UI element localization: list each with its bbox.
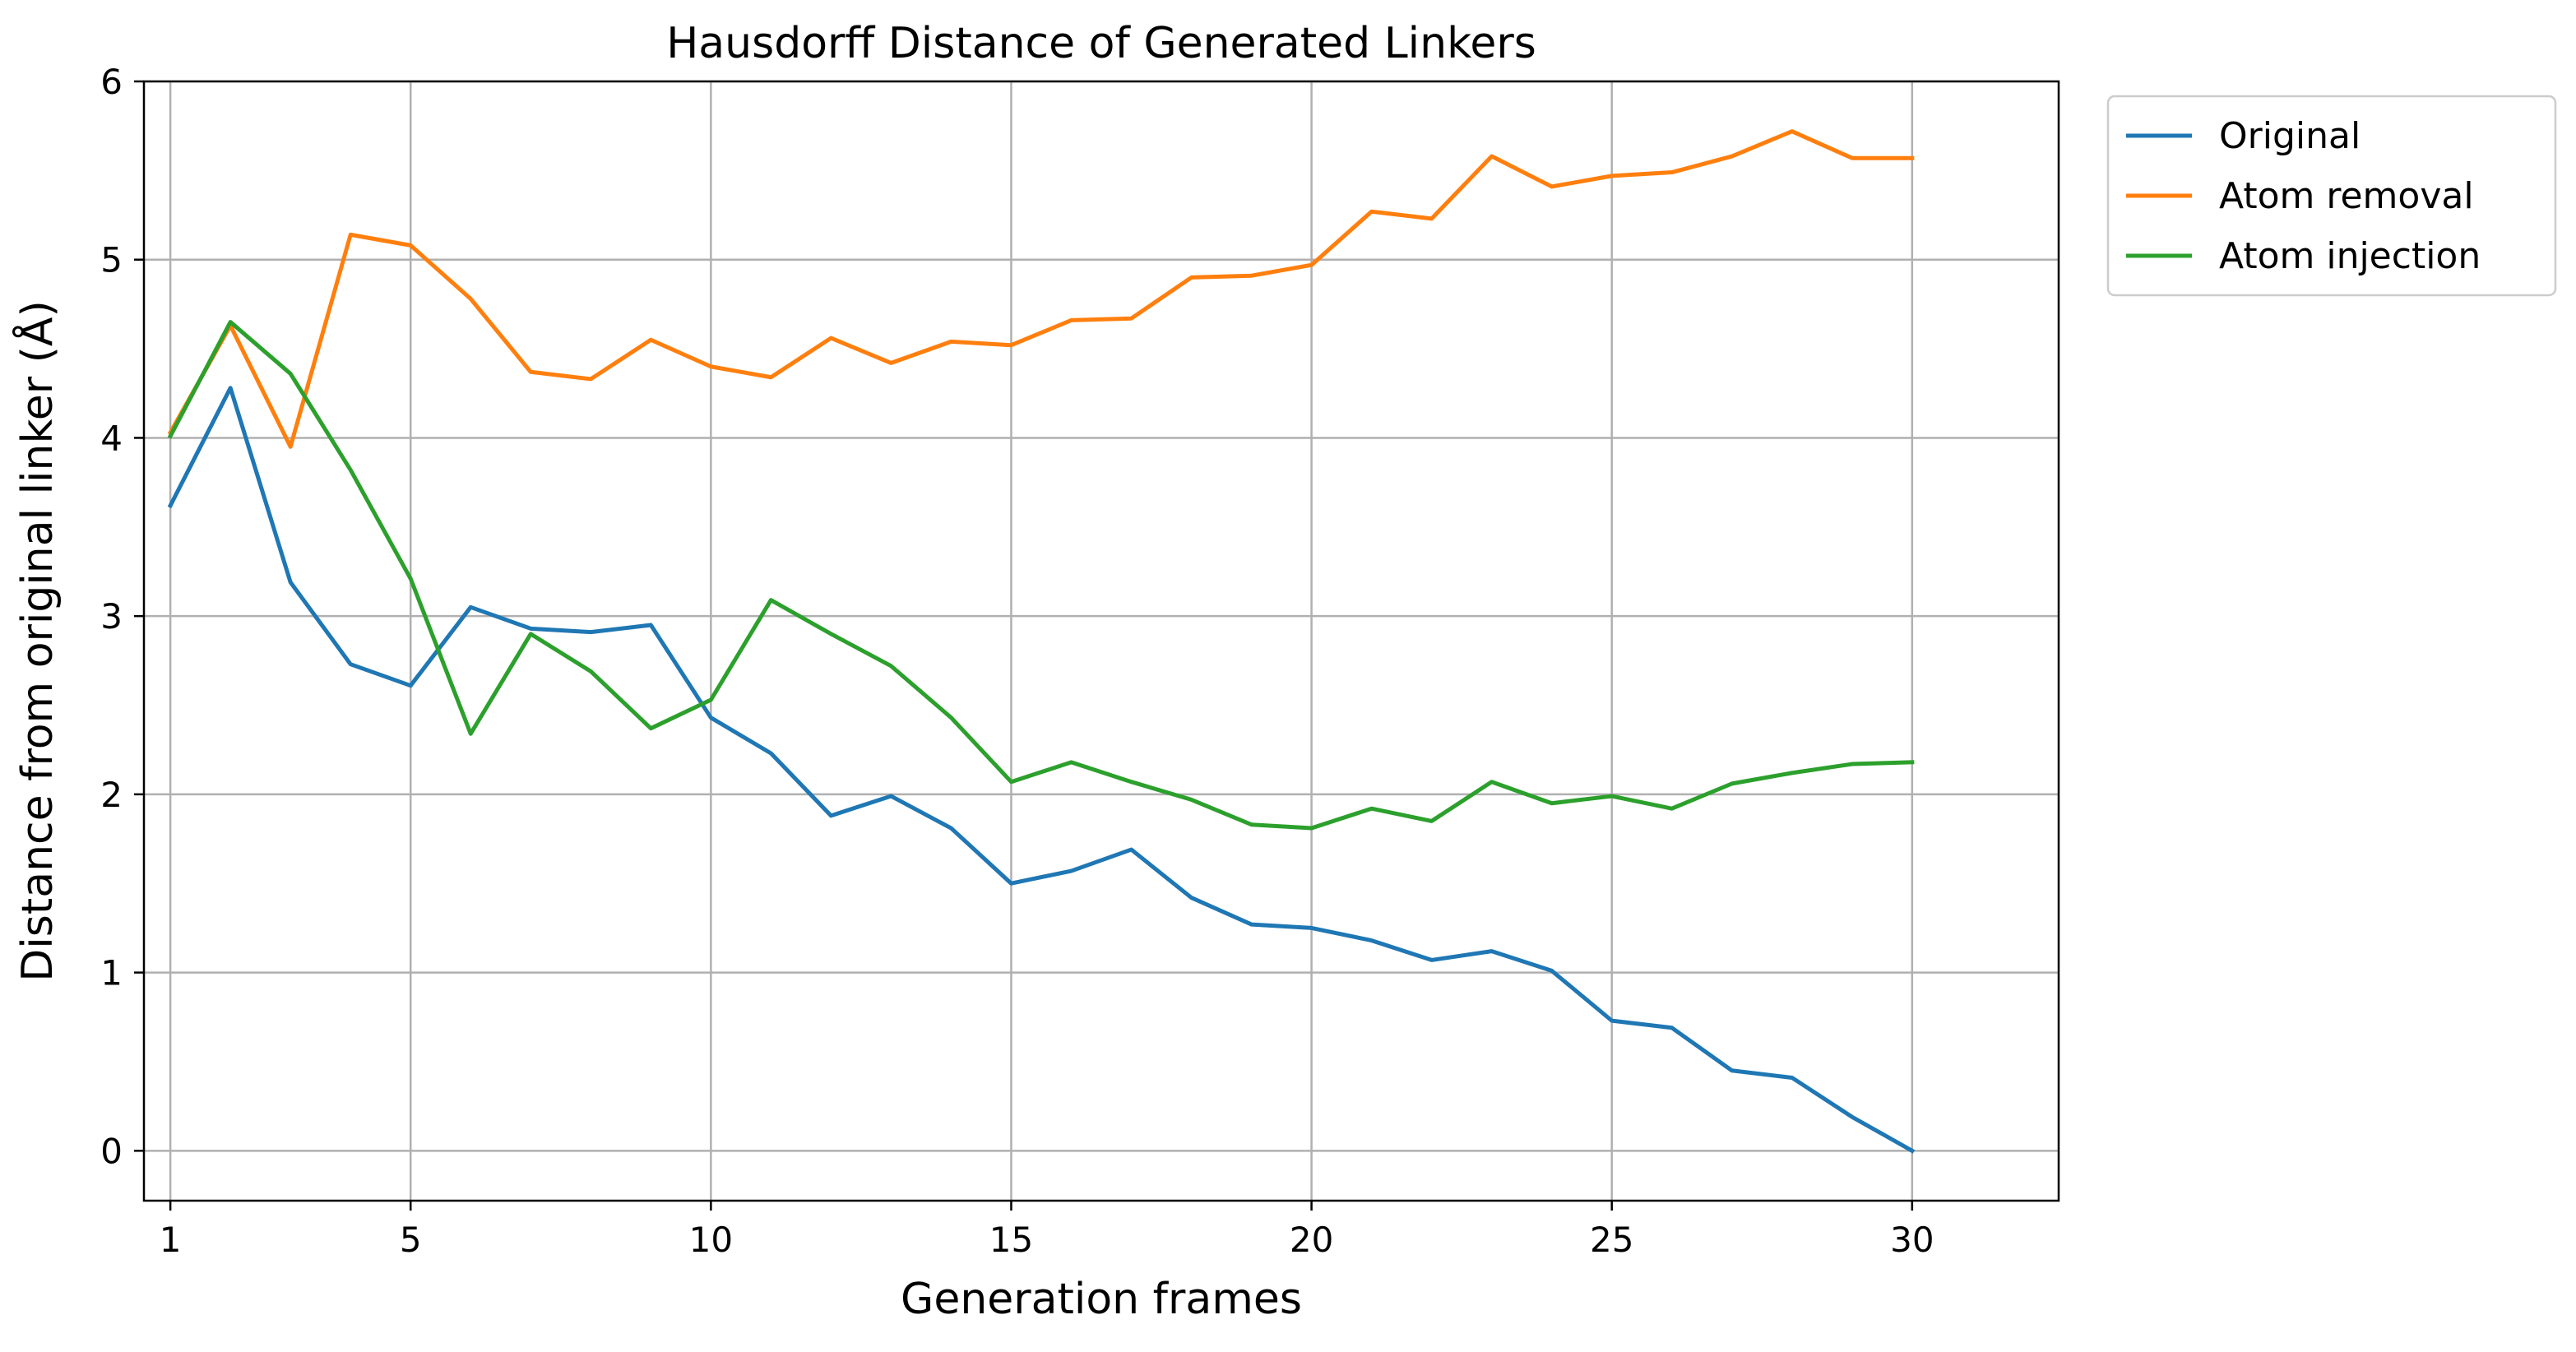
y-axis-title: Distance from original linker (Å) [12, 300, 63, 982]
legend: Original Atom removal Atom injection [2106, 95, 2557, 297]
y-tick-label: 1 [100, 953, 123, 993]
y-tick-label: 5 [100, 240, 123, 280]
series-line-atom-removal [167, 129, 1915, 449]
legend-box [2106, 95, 2557, 297]
x-tick-label: 5 [400, 1220, 422, 1260]
legend-label: Atom removal [2219, 175, 2474, 217]
x-tick-label: 10 [689, 1220, 733, 1260]
plot-frame [142, 80, 2060, 1202]
x-axis-title: Generation frames [901, 1275, 1302, 1324]
legend-label: Original [2219, 115, 2361, 157]
y-tick-label: 3 [100, 596, 123, 637]
chart-title: Hausdorff Distance of Generated Linkers [666, 19, 1536, 68]
series-line-atom-injection [167, 320, 1915, 831]
y-tick-label: 6 [100, 62, 123, 102]
y-tick-label: 0 [100, 1131, 123, 1171]
x-tick-label: 30 [1890, 1220, 1934, 1260]
x-tick-label: 1 [160, 1220, 182, 1260]
x-tick-label: 15 [989, 1220, 1033, 1260]
x-tick-label: 25 [1590, 1220, 1633, 1260]
y-tick-label: 4 [100, 418, 123, 458]
y-tick-label: 2 [100, 775, 123, 815]
legend-label: Atom injection [2219, 235, 2481, 277]
x-tick-label: 20 [1290, 1220, 1333, 1260]
series-line-original [167, 386, 1916, 1154]
